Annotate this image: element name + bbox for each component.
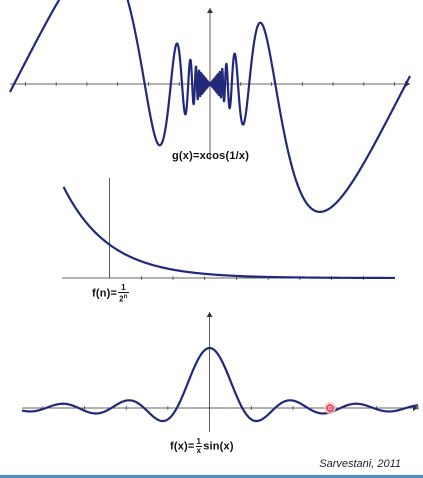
chart-title-sinc: f(x)= 1 x sin(x)	[170, 437, 234, 455]
chart-f-half-pow	[62, 178, 396, 280]
sinc-y-arrow-icon	[206, 312, 213, 317]
sinc-curve	[21, 346, 419, 423]
g-y-arrow-icon	[207, 8, 213, 13]
g-curve	[8, 0, 412, 213]
chart-sinc	[21, 312, 419, 432]
title-f-n-prefix: f(n)=	[92, 287, 118, 300]
fn-curve	[62, 186, 396, 280]
cursor-ring	[326, 404, 334, 412]
title-fraction: 1 2n	[118, 283, 129, 304]
chart-g-xcos	[8, 0, 412, 213]
chart-title-g: g(x)=xcos(1/x)	[172, 150, 250, 162]
chart-title-f-n: f(n)= 1 2n	[92, 284, 130, 304]
bottom-bar	[0, 475, 423, 478]
cursor-indicator-icon	[324, 402, 336, 414]
credit-text: Sarvestani, 2011	[319, 458, 401, 470]
cursor-dot	[329, 407, 331, 409]
